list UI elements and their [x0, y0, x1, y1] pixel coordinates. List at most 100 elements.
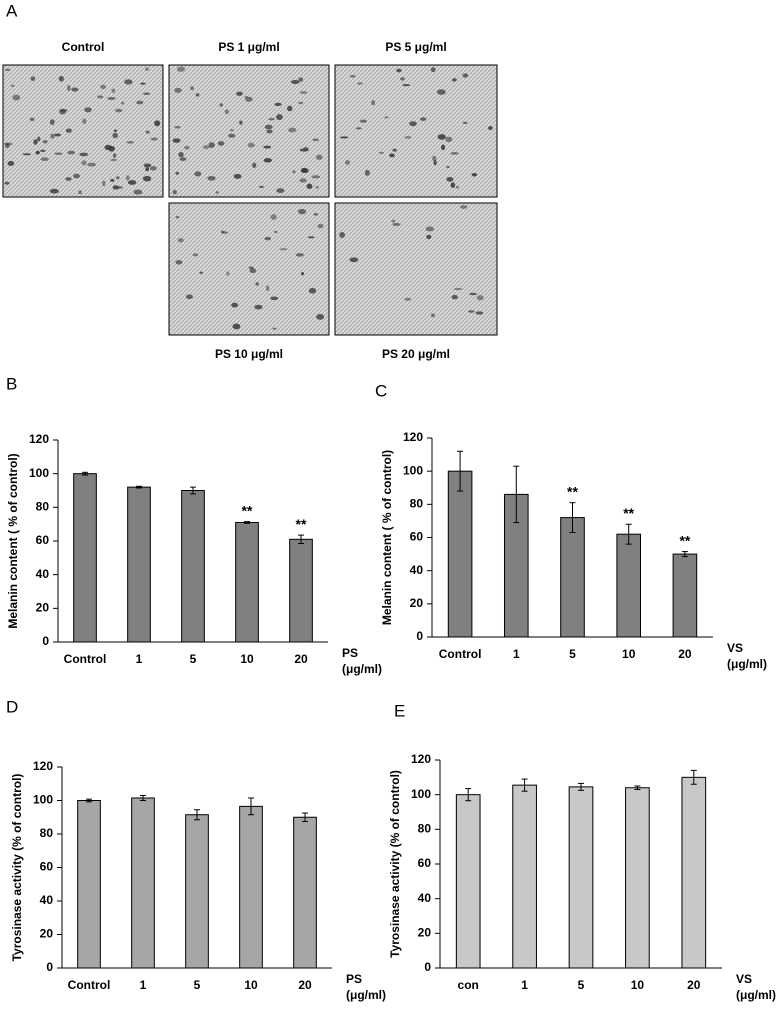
cell [430, 67, 436, 73]
error-bar [302, 812, 308, 822]
x-tick-label: con [458, 978, 479, 992]
bar [455, 794, 481, 969]
panel-label: B [6, 374, 17, 393]
error-bar [82, 471, 88, 476]
cell [224, 109, 229, 115]
cell [378, 151, 385, 154]
error-bar [140, 794, 146, 801]
x-axis-label: PS [346, 972, 362, 986]
cell [488, 126, 493, 131]
cell [469, 292, 477, 296]
cell [245, 96, 253, 102]
cell [202, 145, 210, 150]
bar [447, 470, 473, 638]
error-bar [625, 523, 632, 545]
micrograph [2, 64, 164, 198]
cell [127, 180, 137, 185]
x-axis-label: VS [727, 641, 743, 655]
cell [54, 133, 61, 137]
cell [226, 271, 230, 276]
cell [190, 86, 194, 91]
cell [175, 216, 180, 219]
y-axis-label: Melanin content ( % of control) [6, 453, 20, 628]
cell [199, 271, 203, 274]
x-tick-label: 20 [678, 647, 692, 661]
error-bar [248, 797, 254, 816]
cell [311, 175, 321, 179]
cell [471, 173, 478, 177]
cell [339, 232, 346, 238]
image-caption: PS 5 μg/ml [385, 40, 446, 54]
cell [453, 287, 463, 291]
x-axis-label: VS [736, 972, 752, 986]
bar [127, 486, 151, 643]
cell [437, 134, 446, 140]
cell [35, 150, 40, 155]
cell [432, 155, 437, 162]
x-tick-label: 1 [136, 652, 143, 666]
cell [313, 212, 319, 216]
cell [306, 183, 313, 189]
micrograph-bg [168, 202, 330, 336]
cell [459, 205, 468, 209]
x-tick-label: 10 [622, 647, 636, 661]
error-bar [634, 785, 641, 790]
cell [42, 140, 48, 144]
x-axis-unit: (μg/ml) [346, 988, 386, 1002]
cell [195, 93, 200, 97]
cell [455, 185, 460, 189]
x-tick-label: Control [68, 978, 111, 992]
bar [131, 797, 155, 969]
cell [392, 223, 401, 226]
error-bar [298, 534, 304, 545]
cell [4, 68, 11, 71]
cell [40, 149, 46, 152]
cell [431, 313, 435, 318]
micrograph [334, 64, 498, 198]
cell [49, 188, 59, 194]
y-tick-label: 40 [40, 893, 54, 907]
cell [185, 294, 193, 300]
cell [71, 87, 79, 92]
cell [194, 171, 202, 177]
significance: ** [679, 532, 690, 548]
bar [239, 805, 263, 969]
cell [96, 95, 104, 99]
cell [396, 68, 402, 73]
cell [272, 327, 277, 330]
x-tick-label: 5 [578, 978, 585, 992]
bar [616, 533, 642, 638]
cell [247, 142, 255, 148]
cell [446, 176, 454, 182]
bar [289, 538, 313, 643]
cell [476, 295, 484, 301]
cell [139, 82, 146, 85]
cell [215, 191, 219, 194]
cell [221, 231, 229, 234]
x-tick-label: 1 [513, 647, 520, 661]
cell [312, 138, 319, 142]
error-bar [513, 465, 520, 524]
cell [248, 266, 254, 270]
bar [625, 787, 650, 969]
cell [258, 185, 264, 188]
cell [217, 141, 225, 146]
cell [79, 152, 89, 157]
cell [263, 145, 272, 149]
y-tick-label: 40 [418, 891, 432, 905]
image-caption: PS 1 μg/ml [218, 40, 279, 54]
cell [264, 236, 272, 241]
cell [426, 234, 432, 240]
error-bar [569, 502, 576, 534]
cell [452, 78, 457, 82]
cell [292, 170, 296, 174]
y-tick-label: 20 [36, 601, 50, 615]
y-tick-label: 40 [410, 563, 424, 577]
cell [266, 285, 270, 292]
cell [112, 185, 119, 190]
image-caption: PS 10 μg/ml [215, 347, 283, 361]
image-caption: PS 20 μg/ml [382, 347, 450, 361]
cell [67, 150, 76, 155]
cell [174, 87, 182, 93]
y-tick-label: 120 [33, 759, 53, 773]
